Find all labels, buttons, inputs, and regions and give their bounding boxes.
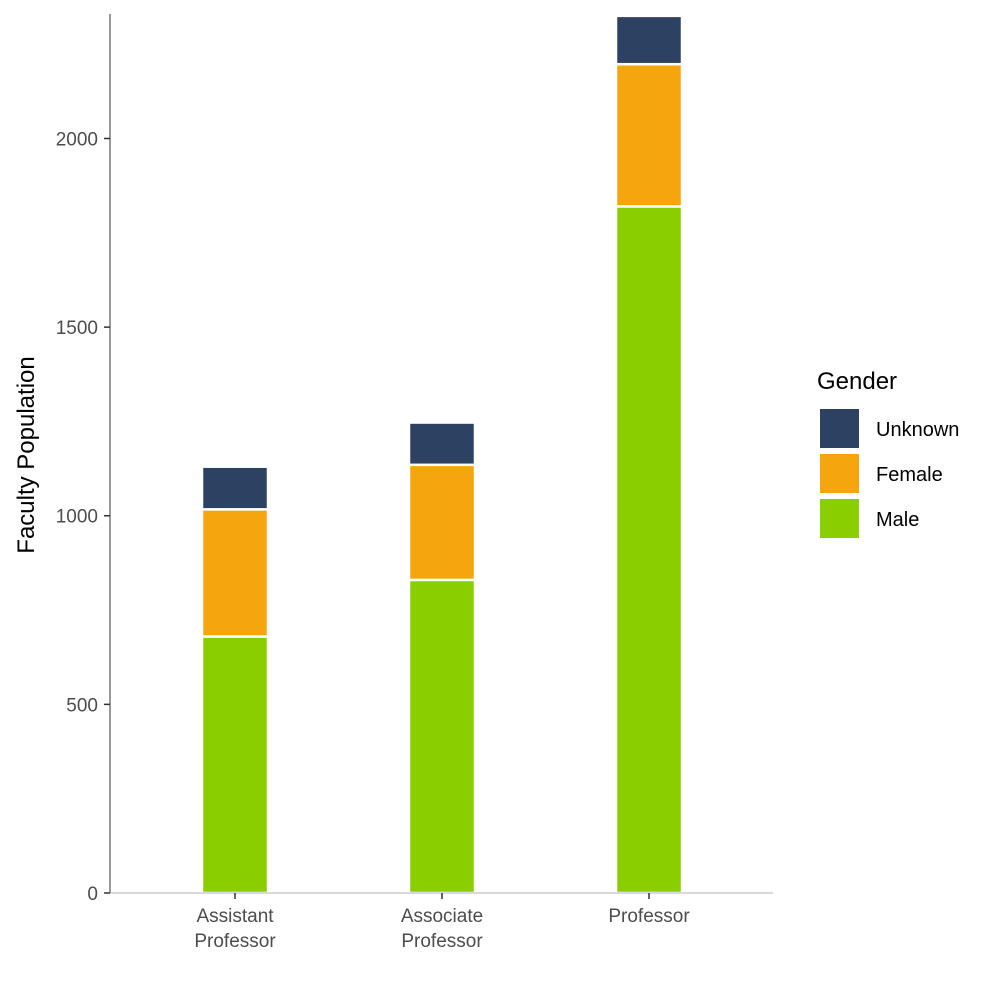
bar-segment-male — [614, 205, 684, 895]
x-tick-label: Professor — [608, 906, 690, 927]
y-tick-label: 1000 — [56, 507, 98, 528]
legend-label-male: Male — [876, 509, 919, 531]
bar-segment-female — [614, 62, 684, 208]
y-axis-ticks: 0 500 1000 1500 2000 — [56, 129, 110, 905]
bar-segment-unknown — [614, 14, 684, 66]
y-axis-title: Faculty Population — [13, 356, 40, 553]
y-tick-label: 2000 — [56, 129, 98, 150]
legend-swatch-unknown — [820, 409, 859, 448]
x-tick-label: Assistant — [196, 906, 274, 927]
bar-segment-female — [407, 463, 477, 582]
bar-segment-unknown — [407, 421, 477, 467]
y-tick-label: 1500 — [56, 318, 98, 339]
legend-swatch-male — [820, 499, 859, 538]
legend-label-female: Female — [876, 464, 943, 486]
x-tick-label: Associate — [401, 906, 483, 927]
x-axis-ticks: Assistant Professor Associate Professor Prof… — [194, 893, 690, 952]
x-tick-label: Professor — [194, 931, 276, 952]
y-tick-label: 500 — [66, 695, 98, 716]
legend-title: Gender — [817, 368, 897, 395]
legend-label-unknown: Unknown — [876, 419, 959, 441]
bar-segment-female — [200, 508, 270, 638]
bar-segment-unknown — [200, 465, 270, 511]
x-tick-label: Professor — [401, 931, 483, 952]
y-tick-label: 0 — [87, 884, 98, 905]
bars-group — [200, 14, 684, 895]
legend: Gender Unknown Female Male — [817, 368, 959, 538]
bar-segment-male — [407, 578, 477, 895]
bar-segment-male — [200, 635, 270, 895]
legend-swatch-female — [820, 454, 859, 493]
